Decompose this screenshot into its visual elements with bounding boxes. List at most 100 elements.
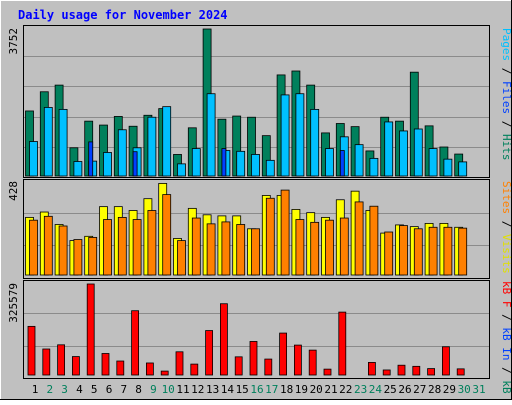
panel-sites-bars: [25, 183, 468, 276]
pages-bar: [221, 148, 227, 177]
kbf-bar: [279, 332, 288, 376]
sites-bar: [29, 219, 38, 276]
files-bar: [29, 141, 38, 177]
files-bar: [43, 107, 53, 177]
x-tick-label: 25: [384, 383, 397, 396]
x-tick-label: 11: [176, 383, 189, 396]
x-tick-label: 4: [76, 383, 83, 396]
kbf-bar: [367, 362, 376, 376]
kbf-bar: [101, 353, 110, 376]
legend-hits-files-pages: Pages / Files / Hits: [500, 28, 512, 161]
legend-kb-in: kB In: [500, 327, 512, 360]
files-bar: [295, 93, 305, 177]
files-bar: [369, 157, 379, 177]
legend-separator: /: [500, 214, 512, 234]
legend-separator: /: [500, 361, 512, 381]
sites-bar: [413, 228, 423, 276]
x-axis-day-labels: 1 2 3 4 5 6 7 8 9 10 11 12 13 14 15 16 17 18 19 20 21 22 23 24 2…: [32, 383, 486, 396]
x-tick-label: 12: [191, 383, 204, 396]
files-bar: [384, 121, 394, 177]
sites-bar: [325, 219, 334, 276]
legend-separator: /: [500, 61, 512, 81]
files-bar: [191, 148, 201, 177]
sites-bar: [251, 228, 260, 276]
files-bar: [177, 163, 186, 177]
x-tick-label: 26: [398, 383, 411, 396]
kbf-bar: [397, 364, 406, 376]
legend-visits: Visits: [500, 234, 512, 274]
pages-bar: [132, 151, 138, 177]
files-bar: [206, 93, 216, 177]
x-tick-label: 18: [280, 383, 293, 396]
kbf-bar: [205, 330, 214, 376]
y-max-label-sites: 428: [7, 181, 20, 201]
y-max-label-hits: 3752: [7, 28, 20, 55]
x-tick-label: 3: [61, 383, 68, 396]
files-bar: [354, 144, 364, 177]
y-max-label-kbytes: 325579: [7, 283, 20, 323]
x-tick-label: 30: [458, 383, 471, 396]
kbf-bar: [308, 349, 317, 376]
kbf-bar: [145, 362, 154, 376]
pages-bar: [88, 141, 94, 177]
kbf-bar: [86, 283, 95, 376]
files-bar: [236, 150, 246, 177]
x-tick-label: 16: [250, 383, 263, 396]
sites-bar: [310, 221, 320, 276]
sites-bar: [73, 239, 83, 276]
x-tick-label: 28: [428, 383, 441, 396]
kbf-bar: [323, 368, 332, 376]
x-tick-label: 24: [369, 383, 383, 396]
kbf-bar: [42, 348, 51, 376]
files-bar: [413, 128, 423, 177]
kbf-bar: [427, 368, 436, 376]
files-bar: [428, 148, 438, 177]
kbf-bar: [412, 365, 421, 376]
x-tick-label: 9: [150, 383, 157, 396]
kbf-bar: [27, 325, 36, 376]
kbf-bar: [338, 311, 347, 376]
files-bar: [458, 161, 468, 177]
legend-kbytes: kB F / kB In / kB Out: [500, 281, 512, 400]
files-bar: [73, 161, 83, 177]
sites-bar: [221, 221, 231, 276]
files-bar: [325, 148, 334, 177]
kbf-bar: [456, 368, 465, 376]
sites-bar: [117, 216, 127, 276]
panel-hits-bars: [25, 28, 468, 177]
legend-pages: Pages: [500, 28, 512, 61]
kbf-bar: [441, 346, 450, 376]
sites-bar: [399, 225, 408, 276]
kbf-bar: [116, 360, 125, 376]
x-tick-label: 2: [46, 383, 53, 396]
x-tick-label: 29: [443, 383, 456, 396]
kbf-bar: [131, 310, 140, 376]
x-tick-label: 31: [472, 383, 485, 396]
files-bar: [280, 94, 290, 177]
kbf-bar: [249, 341, 258, 376]
pages-bar: [339, 150, 345, 177]
sites-bar: [280, 189, 290, 276]
sites-bar: [191, 217, 201, 276]
files-bar: [251, 154, 260, 177]
files-bar: [162, 106, 172, 177]
legend-separator: /: [500, 308, 512, 328]
kbf-bar: [234, 356, 243, 376]
sites-bar: [236, 224, 246, 276]
sites-bar: [384, 231, 394, 276]
sites-bar: [162, 194, 172, 276]
x-tick-label: 14: [221, 383, 235, 396]
x-tick-label: 10: [162, 383, 175, 396]
legend-sites-visits: Sites / Visits: [500, 181, 512, 274]
x-tick-label: 21: [324, 383, 337, 396]
sites-bar: [428, 226, 438, 276]
chart-title: Daily usage for November 2024: [18, 8, 228, 22]
sites-bar: [458, 227, 468, 276]
x-tick-label: 1: [32, 383, 39, 396]
files-bar: [265, 159, 275, 177]
kbf-bar: [72, 356, 80, 376]
sites-bar: [177, 240, 186, 276]
files-bar: [117, 129, 127, 177]
